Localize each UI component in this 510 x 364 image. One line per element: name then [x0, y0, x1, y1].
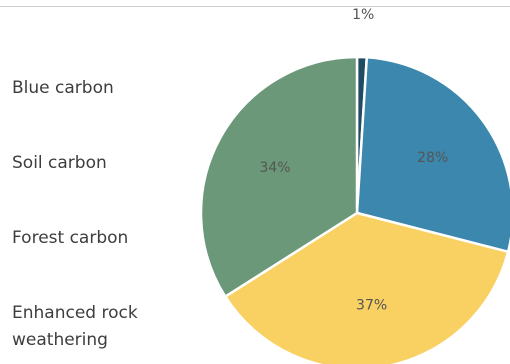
legend-label-enhanced-rock-weathering-line2: weathering	[12, 330, 108, 350]
pie-label-blue-carbon: 1%	[352, 7, 374, 23]
pie-labels: 1% 28% 37% 34%	[259, 7, 448, 313]
legend-label-soil-carbon: Soil carbon	[12, 153, 107, 173]
pie-slice-enhanced-rock-weathering	[199, 55, 359, 298]
pie-label-forest-carbon: 37%	[356, 297, 387, 313]
pie-label-enhanced-rock-weathering: 34%	[259, 160, 290, 176]
pie-slice-forest-carbon	[224, 211, 510, 364]
legend-label-enhanced-rock-weathering-line1: Enhanced rock	[12, 303, 138, 323]
top-divider	[0, 6, 510, 7]
pie-label-soil-carbon: 28%	[417, 150, 448, 166]
pie-slice-soil-carbon	[355, 56, 510, 254]
pie-slices	[199, 55, 510, 364]
legend-label-forest-carbon: Forest carbon	[12, 228, 129, 248]
legend-label-blue-carbon: Blue carbon	[12, 78, 114, 98]
